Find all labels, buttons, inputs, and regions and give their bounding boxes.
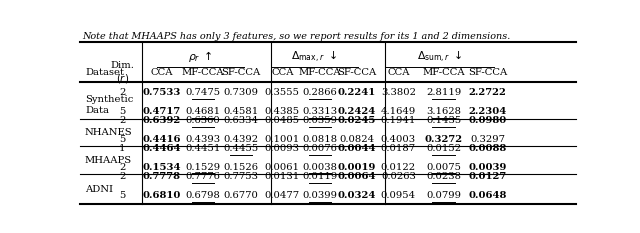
Text: 0.0245: 0.0245 [337, 116, 376, 125]
Text: ADNI: ADNI [85, 185, 113, 194]
Text: 0.6334: 0.6334 [224, 116, 259, 125]
Text: 0.1534: 0.1534 [143, 162, 181, 171]
Text: 0.4416: 0.4416 [143, 135, 181, 144]
Text: 0.0044: 0.0044 [337, 144, 376, 153]
Text: 0.0648: 0.0648 [468, 191, 507, 200]
Text: 0.0399: 0.0399 [303, 191, 337, 200]
Text: 0.0039: 0.0039 [468, 162, 507, 171]
Text: 0.0088: 0.0088 [468, 144, 507, 153]
Text: $\Delta_{\mathrm{sum},r}$ $\downarrow$: $\Delta_{\mathrm{sum},r}$ $\downarrow$ [417, 49, 462, 65]
Text: 0.0238: 0.0238 [426, 172, 461, 181]
Text: 0.0359: 0.0359 [303, 116, 337, 125]
Text: Dim.
$(r)$: Dim. $(r)$ [110, 61, 134, 85]
Text: 0.6810: 0.6810 [143, 191, 181, 200]
Text: 0.2424: 0.2424 [338, 107, 376, 116]
Text: 0.0824: 0.0824 [339, 135, 374, 144]
Text: 5: 5 [119, 107, 125, 116]
Text: 0.1526: 0.1526 [224, 162, 259, 171]
Text: 0.0187: 0.0187 [381, 144, 416, 153]
Text: 0.6392: 0.6392 [143, 116, 181, 125]
Text: 0.0038: 0.0038 [303, 162, 337, 171]
Text: 0.1001: 0.1001 [265, 135, 300, 144]
Text: 0.4392: 0.4392 [223, 135, 259, 144]
Text: 0.0980: 0.0980 [468, 116, 507, 125]
Text: 0.4451: 0.4451 [186, 144, 221, 153]
Text: 0.0477: 0.0477 [265, 191, 300, 200]
Text: 2: 2 [119, 162, 125, 171]
Text: 3.3802: 3.3802 [381, 88, 416, 97]
Text: 0.4385: 0.4385 [265, 107, 300, 116]
Text: 0.7776: 0.7776 [186, 172, 220, 181]
Text: 0.0122: 0.0122 [381, 162, 416, 171]
Text: 0.3297: 0.3297 [470, 135, 505, 144]
Text: 0.0263: 0.0263 [381, 172, 416, 181]
Text: 2.8119: 2.8119 [426, 88, 461, 97]
Text: 2: 2 [119, 116, 125, 125]
Text: MHAAPS: MHAAPS [85, 156, 132, 165]
Text: 5: 5 [119, 135, 125, 144]
Text: Note that MHAAPS has only 3 features, so we report results for its 1 and 2 dimen: Note that MHAAPS has only 3 features, so… [83, 32, 511, 41]
Text: 0.4464: 0.4464 [143, 144, 181, 153]
Text: 0.3555: 0.3555 [265, 88, 300, 97]
Text: 0.0818: 0.0818 [303, 135, 338, 144]
Text: NHANES: NHANES [85, 128, 132, 137]
Text: 0.0075: 0.0075 [426, 162, 461, 171]
Text: 0.0485: 0.0485 [265, 116, 300, 125]
Text: $\Delta_{\mathrm{max},r}$ $\downarrow$: $\Delta_{\mathrm{max},r}$ $\downarrow$ [291, 49, 337, 65]
Text: Dataset: Dataset [85, 68, 124, 77]
Text: 0.0954: 0.0954 [381, 191, 416, 200]
Text: SF-CCA: SF-CCA [337, 68, 376, 77]
Text: 0.7753: 0.7753 [224, 172, 259, 181]
Text: 0.7309: 0.7309 [224, 88, 259, 97]
Text: 5: 5 [119, 191, 125, 200]
Text: 0.7533: 0.7533 [143, 88, 181, 97]
Text: 0.0061: 0.0061 [265, 162, 300, 171]
Text: 0.0799: 0.0799 [426, 191, 461, 200]
Text: 0.4003: 0.4003 [381, 135, 416, 144]
Text: 4.1649: 4.1649 [381, 107, 416, 116]
Text: 3.1628: 3.1628 [426, 107, 461, 116]
Text: 2.2304: 2.2304 [468, 107, 507, 116]
Text: CCA: CCA [271, 68, 294, 77]
Text: 0.6798: 0.6798 [186, 191, 220, 200]
Text: 0.0064: 0.0064 [337, 172, 376, 181]
Text: 0.4681: 0.4681 [186, 107, 221, 116]
Text: SF-CCA: SF-CCA [468, 68, 508, 77]
Text: 0.0093: 0.0093 [265, 144, 300, 153]
Text: 0.3313: 0.3313 [303, 107, 338, 116]
Text: 1: 1 [119, 144, 125, 153]
Text: Synthetic
Data: Synthetic Data [85, 95, 133, 115]
Text: 0.0324: 0.0324 [337, 191, 376, 200]
Text: 0.4717: 0.4717 [143, 107, 181, 116]
Text: 0.7778: 0.7778 [143, 172, 181, 181]
Text: 0.1941: 0.1941 [381, 116, 416, 125]
Text: $\rho_r$ $\uparrow$: $\rho_r$ $\uparrow$ [188, 49, 212, 64]
Text: 0.7475: 0.7475 [186, 88, 221, 97]
Text: CCA: CCA [387, 68, 410, 77]
Text: 0.2866: 0.2866 [303, 88, 337, 97]
Text: 0.6770: 0.6770 [224, 191, 259, 200]
Text: 2: 2 [119, 88, 125, 97]
Text: 0.6360: 0.6360 [186, 116, 220, 125]
Text: 0.4455: 0.4455 [223, 144, 259, 153]
Text: 0.0152: 0.0152 [426, 144, 461, 153]
Text: SF-CCA: SF-CCA [221, 68, 261, 77]
Text: 2: 2 [119, 172, 125, 181]
Text: MF-CCA: MF-CCA [299, 68, 341, 77]
Text: 0.4393: 0.4393 [186, 135, 221, 144]
Text: 0.0127: 0.0127 [468, 172, 507, 181]
Text: 0.0131: 0.0131 [265, 172, 300, 181]
Text: 0.4581: 0.4581 [223, 107, 259, 116]
Text: 0.1529: 0.1529 [186, 162, 221, 171]
Text: 0.1435: 0.1435 [426, 116, 461, 125]
Text: 2.2722: 2.2722 [468, 88, 507, 97]
Text: MF-CCA: MF-CCA [182, 68, 225, 77]
Text: 0.3272: 0.3272 [424, 135, 463, 144]
Text: CCA: CCA [150, 68, 173, 77]
Text: 0.0119: 0.0119 [303, 172, 338, 181]
Text: MF-CCA: MF-CCA [422, 68, 465, 77]
Text: 0.2241: 0.2241 [338, 88, 376, 97]
Text: 0.0076: 0.0076 [303, 144, 337, 153]
Text: 0.0019: 0.0019 [337, 162, 376, 171]
